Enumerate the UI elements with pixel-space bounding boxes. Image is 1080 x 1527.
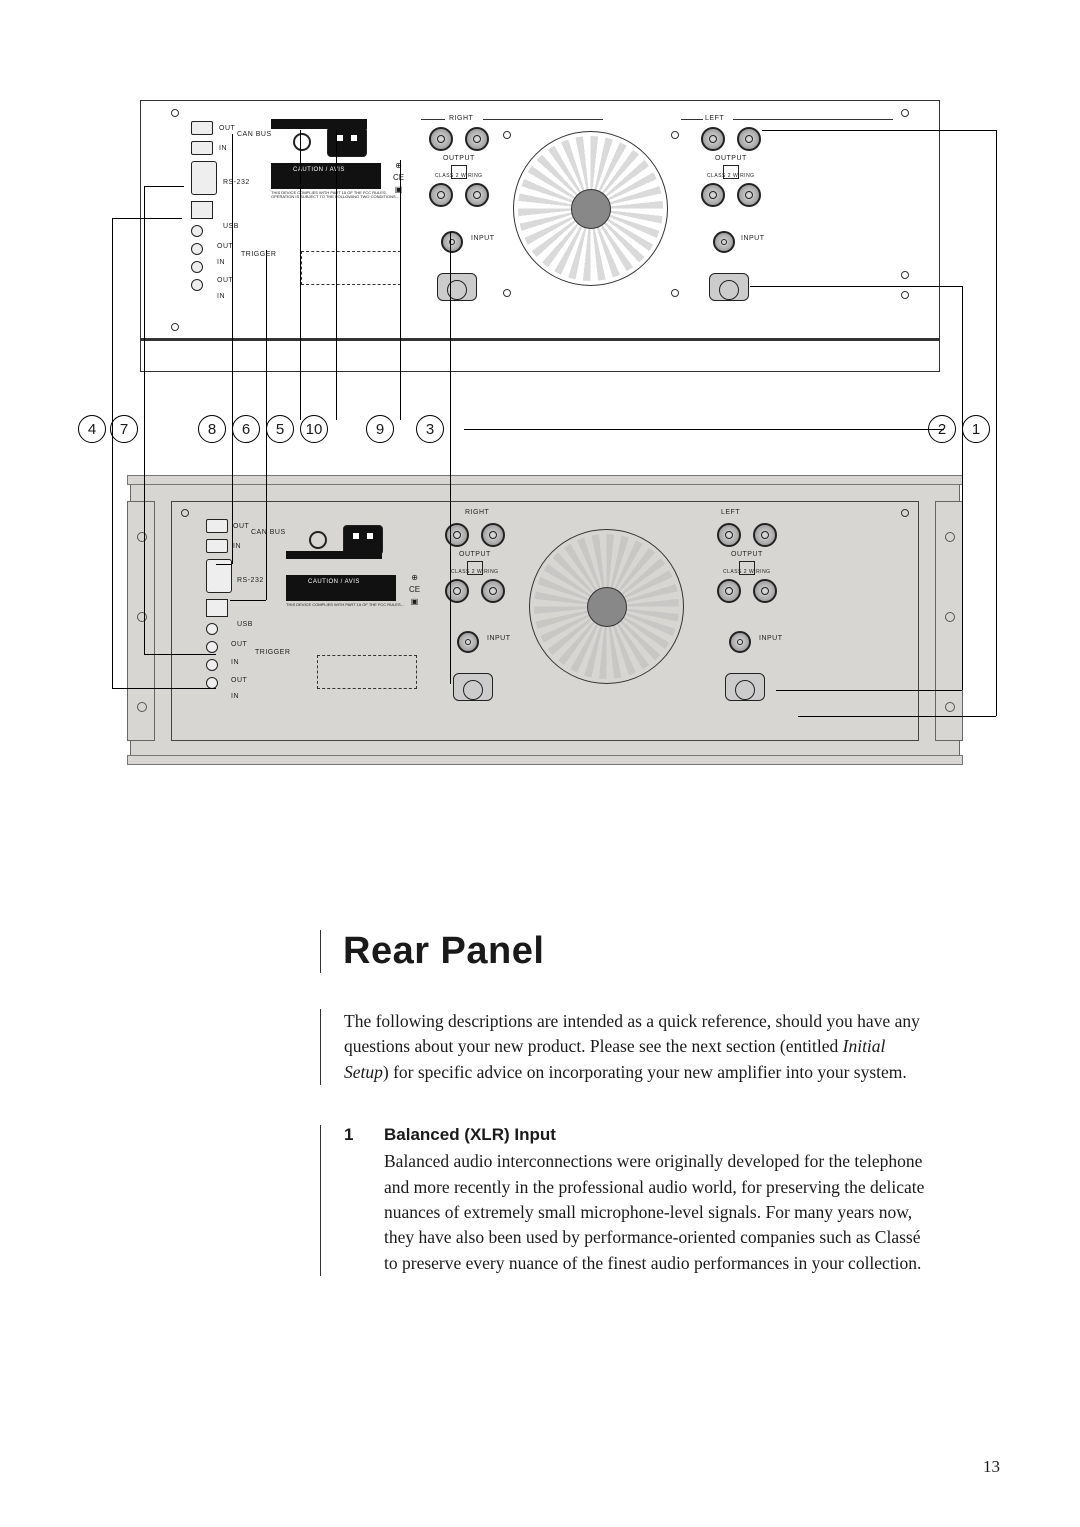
callout-3: 3 (416, 415, 444, 443)
content-column: Rear Panel The following descriptions ar… (320, 930, 930, 1276)
subsection-number: 1 (344, 1125, 358, 1276)
page-number: 13 (983, 1457, 1000, 1477)
intro-paragraph: The following descriptions are intended … (320, 1009, 930, 1085)
trigger-out-2 (191, 261, 203, 273)
right-out-post-2 (465, 127, 489, 151)
model-plate (271, 119, 367, 129)
rs232-port (191, 161, 217, 195)
left-out-post-1 (701, 127, 725, 151)
certification-marks: ⊕ CE ▣ (393, 161, 404, 194)
rear-panel-diagram: OUT CAN BUS IN RS-232 USB OUT TRIGGER IN… (140, 90, 940, 800)
ac-inlet (327, 127, 367, 157)
right-out-post-3 (429, 183, 453, 207)
left-out-post-3 (701, 183, 725, 207)
trigger-out-1 (191, 225, 203, 237)
callout-7: 7 (110, 415, 138, 443)
right-rca-input (441, 231, 463, 253)
right-out-post-4 (465, 183, 489, 207)
spacer-bar (140, 340, 940, 372)
can-bus-label: CAN BUS (237, 131, 272, 138)
left-out-post-2 (737, 127, 761, 151)
subsection-text: Balanced audio interconnections were ori… (384, 1149, 930, 1276)
left-port-column (191, 121, 217, 291)
left-rca-input (713, 231, 735, 253)
callout-10: 10 (300, 415, 328, 443)
rear-panel-top: OUT CAN BUS IN RS-232 USB OUT TRIGGER IN… (140, 100, 940, 340)
subsection-heading: Balanced (XLR) Input (384, 1125, 930, 1145)
callout-4: 4 (78, 415, 106, 443)
power-switch (293, 133, 311, 151)
callout-8: 8 (198, 415, 226, 443)
cooling-fan (513, 131, 668, 286)
left-input-label: INPUT (741, 235, 765, 242)
callout-1: 1 (962, 415, 990, 443)
out-label: OUT (219, 125, 235, 132)
left-ch-label: LEFT (705, 115, 724, 122)
in-label-2: IN (217, 259, 225, 266)
usb-port (191, 201, 213, 219)
out-label-2: OUT (217, 243, 233, 250)
right-input-label: INPUT (471, 235, 495, 242)
usb-label: USB (223, 223, 239, 230)
warning-triangle-icon-2 (723, 165, 739, 179)
left-output-label: OUTPUT (715, 155, 747, 162)
callout-9: 9 (366, 415, 394, 443)
left-out-post-4 (737, 183, 761, 207)
trigger-label: TRIGGER (241, 251, 276, 258)
trigger-in-2 (191, 279, 203, 291)
can-bus-in (191, 141, 213, 155)
section-title: Rear Panel (320, 930, 930, 973)
rack-ear-left (127, 501, 155, 741)
rs232-label: RS-232 (223, 179, 250, 186)
option-slot (301, 251, 401, 285)
can-bus-out (191, 121, 213, 135)
intro-pre: The following descriptions are intended … (344, 1011, 920, 1056)
trigger-in-1 (191, 243, 203, 255)
callout-6: 6 (232, 415, 260, 443)
callout-5: 5 (266, 415, 294, 443)
subsection-1: 1 Balanced (XLR) Input Balanced audio in… (320, 1125, 930, 1276)
rear-panel-bottom: OUT CAN BUS IN RS-232 USB OUT TRIGGER IN… (130, 480, 960, 760)
out-label-3: OUT (217, 277, 233, 284)
right-output-label: OUTPUT (443, 155, 475, 162)
left-port-column-2 (206, 519, 232, 689)
right-out-post-1 (429, 127, 453, 151)
rack-ear-right (935, 501, 963, 741)
right-xlr-input (437, 273, 477, 301)
callout-row: 4 7 8 6 5 10 9 3 2 1 (120, 415, 980, 465)
left-xlr-input (709, 273, 749, 301)
warning-fine-print: THIS DEVICE COMPLIES WITH PART 15 OF THE… (271, 191, 411, 200)
intro-post: ) for specific advice on incorporating y… (383, 1062, 907, 1082)
in-label: IN (219, 145, 227, 152)
warning-triangle-icon (451, 165, 467, 179)
in-label-3: IN (217, 293, 225, 300)
right-ch-label: RIGHT (449, 115, 473, 122)
